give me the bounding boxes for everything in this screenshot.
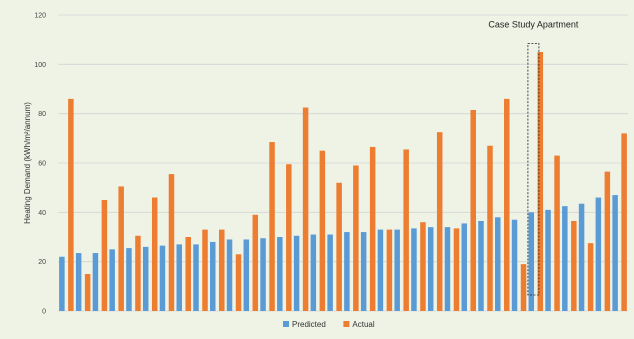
bar-actual-3 [101,200,108,311]
bar-predicted-4 [109,249,115,311]
bar-actual-7 [168,174,175,311]
bar-predicted-27 [495,217,501,311]
bar-actual-1 [68,98,74,311]
bar-predicted-31 [562,206,568,311]
bar-actual-24 [453,228,460,311]
y-tick-label: 100 [34,62,46,69]
bar-predicted-12 [243,239,250,311]
bars [59,52,627,311]
bar-predicted-24 [444,227,451,311]
bar-predicted-11 [226,239,233,311]
bar-actual-26 [487,145,493,311]
bar-predicted-33 [595,197,602,311]
bar-actual-32 [587,243,594,311]
bar-predicted-7 [159,245,166,311]
bar-predicted-6 [142,246,149,311]
legend-swatch-predicted [283,321,289,327]
bar-actual-2 [84,274,91,311]
bar-actual-17 [336,182,342,311]
bar-predicted-30 [545,209,551,311]
bar-actual-6 [151,197,158,311]
bar-predicted-20 [377,229,384,311]
bar-predicted-29 [528,212,535,311]
bar-actual-31 [571,220,577,311]
y-tick-label: 40 [38,210,46,217]
bar-actual-20 [386,229,393,311]
bar-actual-28 [520,264,527,311]
bar-predicted-2 [75,253,82,311]
bar-actual-22 [420,222,426,311]
bar-actual-5 [135,235,141,311]
bar-actual-11 [235,254,242,311]
bar-predicted-23 [427,227,434,311]
legend-label-actual: Actual [352,320,374,329]
bar-actual-14 [286,164,292,311]
bar-actual-19 [369,146,376,311]
bar-actual-29 [537,52,544,311]
bar-actual-12 [252,214,259,311]
bar-actual-25 [470,109,476,311]
bar-predicted-1 [59,256,65,311]
bar-actual-16 [319,150,326,311]
bar-predicted-9 [193,244,199,311]
bar-actual-18 [353,165,359,311]
bar-predicted-3 [92,253,99,311]
bar-actual-4 [118,186,124,311]
bar-actual-8 [185,237,191,311]
bar-predicted-28 [511,219,518,311]
bar-predicted-8 [176,244,182,311]
legend-swatch-actual [343,321,350,327]
bar-actual-33 [604,171,611,311]
bar-actual-10 [219,229,225,311]
bar-predicted-13 [260,238,266,311]
y-tick-label: 80 [38,111,46,118]
case-study-label: Case Study Apartment [488,19,579,29]
legend: Predicted Actual [283,320,375,329]
bar-predicted-22 [411,228,417,311]
bar-predicted-15 [293,235,300,311]
bar-predicted-26 [478,220,484,311]
bar-predicted-34 [612,195,618,311]
bar-actual-13 [269,142,275,311]
bar-predicted-19 [360,232,367,311]
annotation: Case Study Apartment [488,19,579,296]
bar-predicted-25 [461,223,467,311]
y-tick-label: 0 [42,309,46,316]
bar-predicted-32 [578,203,585,311]
bar-actual-34 [621,133,627,311]
y-tick-labels: 0 20 40 60 80 100 120 [34,13,46,316]
y-tick-label: 120 [34,13,46,20]
bar-actual-21 [403,149,409,311]
bar-predicted-10 [210,241,216,311]
case-study-highlight-box [527,42,540,296]
bar-predicted-5 [126,248,132,311]
y-tick-label: 20 [38,259,46,266]
bar-predicted-14 [277,237,283,311]
bar-actual-9 [202,229,208,311]
bar-predicted-18 [344,232,350,311]
bar-predicted-17 [327,234,333,311]
bar-predicted-16 [310,234,317,311]
bar-actual-23 [436,132,443,311]
bar-actual-30 [554,155,560,311]
bar-actual-15 [302,107,309,311]
bar-predicted-21 [394,229,400,311]
y-axis-title: Heating Demand (kWh/m²/annum) [23,102,32,224]
bar-actual-27 [504,98,510,311]
y-tick-label: 60 [38,161,46,168]
legend-label-predicted: Predicted [292,320,326,329]
